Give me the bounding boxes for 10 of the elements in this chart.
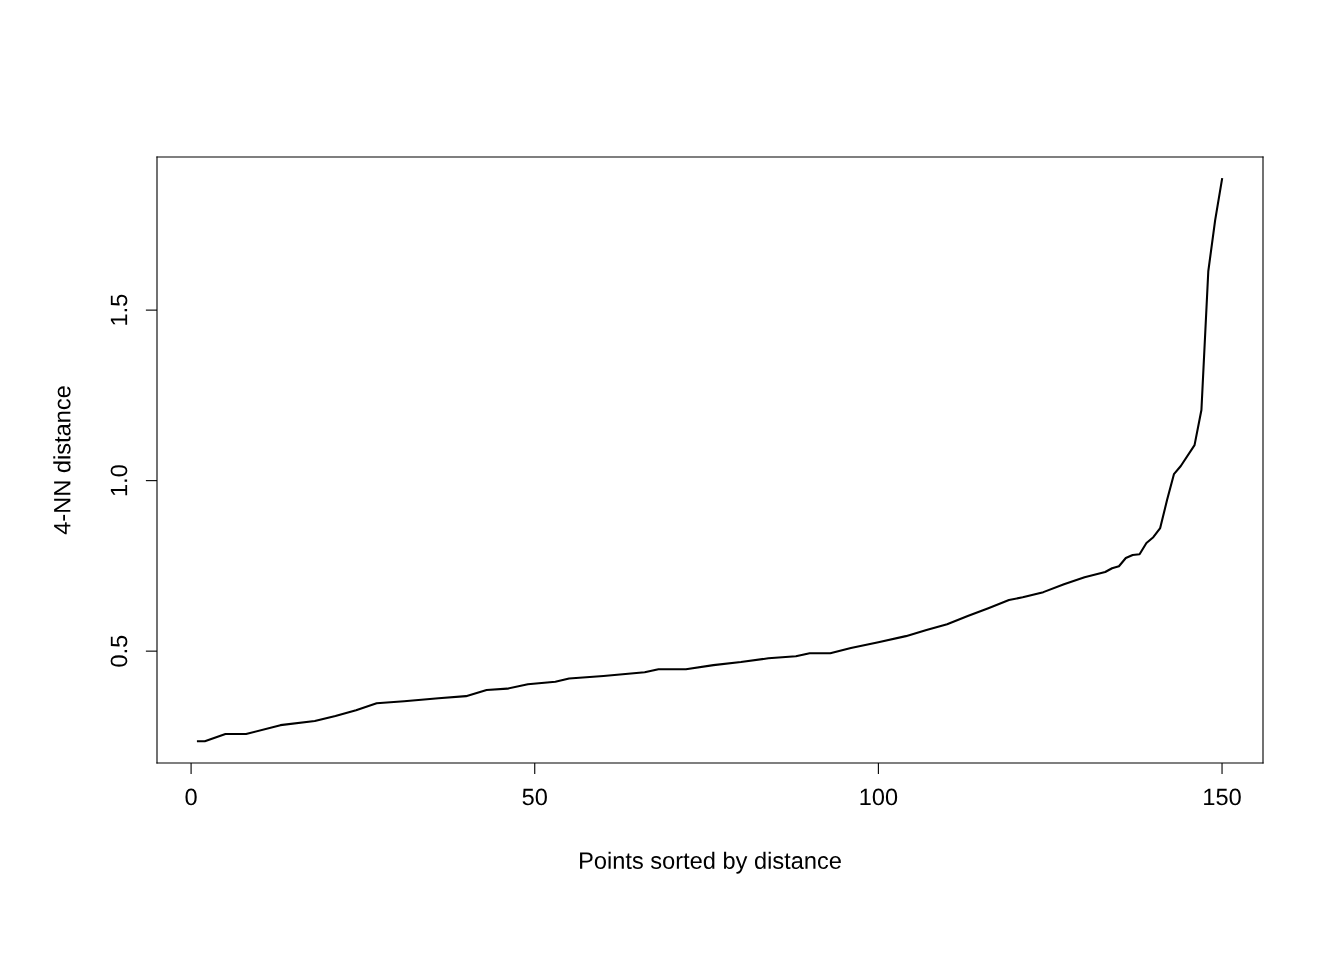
y-tick-label: 1.0 [110,465,128,496]
x-tick-label: 100 [860,788,898,806]
y-axis-title: 4-NN distance [53,386,71,535]
x-tick-label: 50 [522,788,547,806]
y-tick-label: 1.5 [110,294,128,325]
x-tick-label: 0 [185,788,197,806]
x-axis-title: Points sorted by distance [580,851,841,874]
x-tick-label: 150 [1204,788,1241,806]
y-tick-label: 0.5 [110,635,128,667]
line-series [196,178,1224,743]
